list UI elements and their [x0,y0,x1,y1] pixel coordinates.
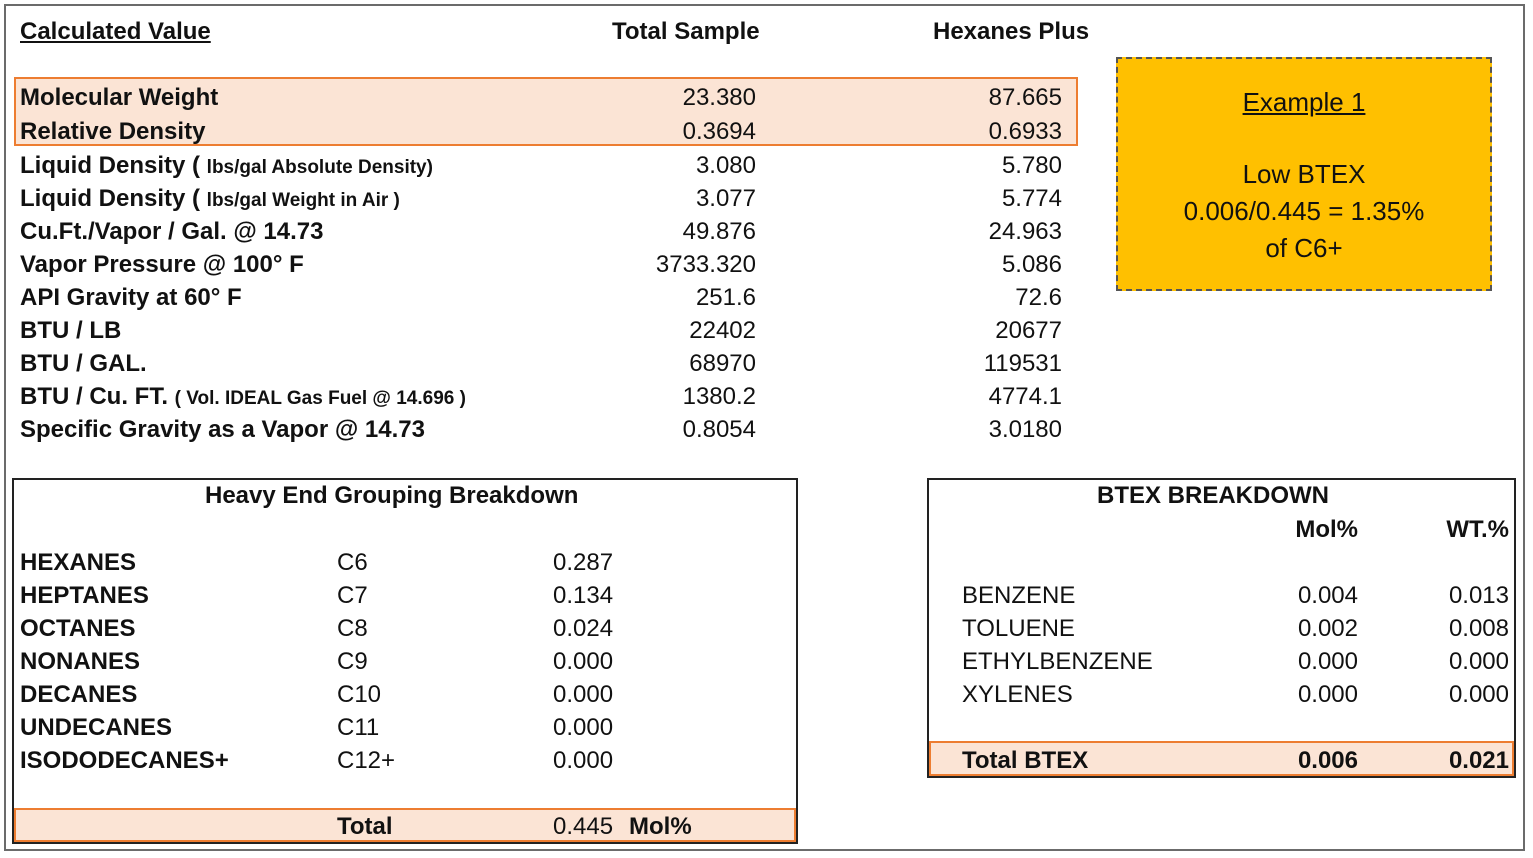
relative-density-total: 0.3694 [682,118,756,145]
cuft-vapor-hexanes: 24.963 [988,218,1062,245]
liquid-density-absolute-hexanes: 5.780 [1001,152,1062,179]
highlight-molecular-weight-density [14,77,1078,146]
row-label-liquid-density-absolute: Liquid Density ( lbs/gal Absolute Densit… [20,152,433,179]
heavy-end-carbon: C12+ [337,747,396,774]
row-label-molecular-weight: Molecular Weight [20,84,219,111]
btu-lb-hexanes: 20677 [995,317,1062,344]
btex-mol-header: Mol% [1295,516,1358,543]
btex-total-label: Total BTEX [962,747,1089,774]
example-line-3: of C6+ [1265,233,1343,263]
heavy-end-carbon: C7 [337,582,368,609]
heavy-end-total-row [14,808,796,842]
row-label-btu-gal: BTU / GAL. [20,350,147,377]
example-line-1: Low BTEX [1242,159,1366,189]
btex-total-wt: 0.021 [1448,747,1509,774]
example-callout: Example 1 Low BTEX 0.006/0.445 = 1.35% o… [1116,57,1492,291]
btu-cuft-hexanes: 4774.1 [988,383,1062,410]
row-label-relative-density: Relative Density [20,118,206,145]
heavy-end-carbon: C11 [337,714,380,741]
heavy-end-value: 0.000 [553,681,614,708]
row-label-api-gravity: API Gravity at 60° F [20,284,242,311]
heavy-end-name: OCTANES [20,615,136,642]
hexanes-plus-header: Hexanes Plus [933,18,1090,45]
specific-gravity-hexanes: 3.0180 [988,416,1062,443]
row-label-specific-gravity: Specific Gravity as a Vapor @ 14.73 [20,416,425,443]
vapor-pressure-total: 3733.320 [655,251,756,278]
btex-wt: 0.000 [1448,648,1509,675]
btex-name: BENZENE [962,582,1076,609]
api-gravity-total: 251.6 [695,284,756,311]
heavy-end-carbon: C10 [337,681,382,708]
heavy-end-name: UNDECANES [20,714,173,741]
btu-gal-hexanes: 119531 [983,350,1062,377]
liquid-density-air-hexanes: 5.774 [1001,185,1062,212]
row-label-liquid-density-air: Liquid Density ( lbs/gal Weight in Air ) [20,185,400,212]
heavy-end-name: NONANES [20,648,141,675]
document-frame [4,4,1525,851]
btex-mol: 0.004 [1297,582,1358,609]
heavy-end-value: 0.134 [553,582,614,609]
row-label-btu-cuft: BTU / Cu. FT. ( Vol. IDEAL Gas Fuel @ 14… [20,383,466,410]
heavy-end-panel [12,478,798,844]
heavy-end-carbon: C9 [337,648,368,675]
heavy-end-carbon: C8 [337,615,368,642]
liquid-density-air-total: 3.077 [695,185,756,212]
heavy-end-value: 0.000 [553,648,614,675]
btu-cuft-total: 1380.2 [682,383,756,410]
btex-name: XYLENES [962,681,1073,708]
btex-total-mol: 0.006 [1297,747,1358,774]
btex-name: TOLUENE [962,615,1075,642]
btu-lb-total: 22402 [689,317,756,344]
btex-wt: 0.000 [1448,681,1509,708]
btex-total-row [929,741,1514,776]
heavy-end-name: HEPTANES [20,582,149,609]
row-label-cuft-vapor: Cu.Ft./Vapor / Gal. @ 14.73 [20,218,324,245]
heavy-end-total-label: Total [337,813,393,840]
btex-mol: 0.000 [1297,648,1358,675]
btex-wt: 0.008 [1448,615,1509,642]
btex-wt-header: WT.% [1446,516,1509,543]
heavy-end-value: 0.000 [553,747,614,774]
btu-gal-total: 68970 [689,350,756,377]
heavy-end-name: DECANES [20,681,138,708]
heavy-end-carbon: C6 [337,549,368,576]
molecular-weight-total: 23.380 [682,84,756,111]
example-line-2: 0.006/0.445 = 1.35% [1183,196,1425,226]
row-label-btu-lb: BTU / LB [20,317,122,344]
heavy-end-title: Heavy End Grouping Breakdown [205,482,579,509]
btex-panel [927,478,1516,778]
calculated-value-header: Calculated Value [20,18,211,45]
specific-gravity-total: 0.8054 [682,416,756,443]
heavy-end-name: ISODODECANES+ [20,747,229,774]
liquid-density-absolute-total: 3.080 [695,152,756,179]
heavy-end-value: 0.000 [553,714,614,741]
cuft-vapor-total: 49.876 [682,218,756,245]
total-sample-header: Total Sample [612,18,760,45]
btex-title: BTEX BREAKDOWN [1097,482,1329,509]
molecular-weight-hexanes: 87.665 [988,84,1062,111]
api-gravity-hexanes: 72.6 [1015,284,1062,311]
btex-wt: 0.013 [1448,582,1509,609]
btex-mol: 0.002 [1297,615,1358,642]
example-title: Example 1 [1242,87,1366,117]
heavy-end-total-unit: Mol% [629,813,692,840]
heavy-end-total-value: 0.445 [553,813,614,840]
btex-mol: 0.000 [1297,681,1358,708]
btex-name: ETHYLBENZENE [962,648,1153,675]
heavy-end-value: 0.287 [553,549,614,576]
heavy-end-name: HEXANES [20,549,137,576]
relative-density-hexanes: 0.6933 [988,118,1062,145]
heavy-end-value: 0.024 [553,615,614,642]
row-label-vapor-pressure: Vapor Pressure @ 100° F [20,251,304,278]
vapor-pressure-hexanes: 5.086 [1001,251,1062,278]
